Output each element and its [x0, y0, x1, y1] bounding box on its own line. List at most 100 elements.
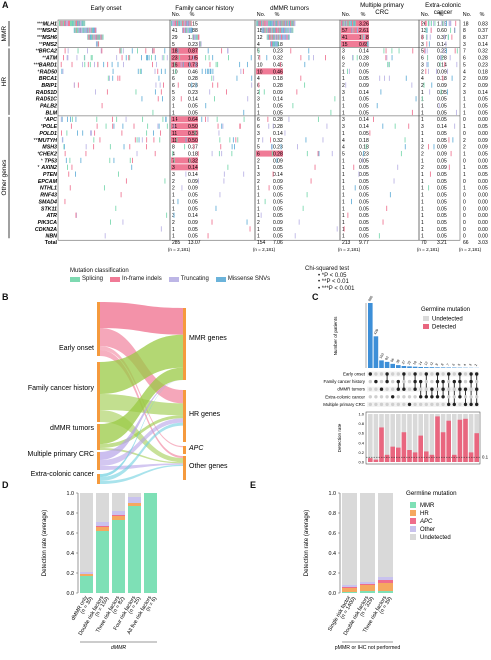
mutation-tick	[388, 75, 390, 81]
matrix-dot	[379, 372, 384, 376]
y-tick-label: 0.8	[67, 511, 75, 517]
gene-label: BARD1	[39, 62, 57, 68]
mutation-tick	[81, 20, 83, 27]
mutation-tick	[90, 27, 92, 33]
mutation-tick	[448, 34, 449, 40]
gene-label: PIK3CA	[38, 220, 58, 226]
mutation-tick	[426, 41, 428, 47]
count-cell: 1	[421, 158, 424, 164]
mutation-tick	[96, 41, 98, 47]
significance-stars: *	[44, 117, 46, 123]
mutation-tick	[293, 20, 295, 27]
matrix-dot	[463, 387, 468, 391]
mutation-tick	[260, 212, 262, 218]
mutation-tick	[85, 144, 87, 150]
percent-cell: 0.37	[437, 35, 447, 41]
percent-cell: 0.18	[359, 138, 369, 144]
sankey-left-label: Extra-colonic cancer	[31, 471, 95, 478]
sankey-flow	[100, 367, 183, 444]
percent-cell: 0.05	[273, 199, 283, 205]
percent-cell: 0.05	[359, 165, 369, 171]
percent-cell: 0.14	[188, 165, 198, 171]
mutation-tick	[87, 48, 88, 54]
upset-bar	[435, 367, 440, 368]
column-header: Extra-colonic	[425, 2, 461, 9]
count-cell: 6	[421, 56, 424, 62]
mutation-tick	[77, 20, 79, 27]
gene-label: MSH3	[42, 145, 57, 151]
matrix-dot	[469, 402, 473, 407]
count-cell: 3	[172, 172, 175, 178]
mutation-tick	[195, 82, 197, 88]
mutation-tick	[87, 34, 89, 40]
mutation-tick	[75, 27, 77, 33]
mutation-tick	[271, 20, 273, 27]
mutation-tick	[199, 41, 200, 47]
mutation-tick	[425, 20, 427, 27]
sample-size-label: (n = 2,181)	[417, 247, 440, 252]
y-tick-label: 0.8	[329, 511, 337, 517]
count-cell: 1	[172, 199, 175, 205]
mutation-tick	[70, 116, 72, 122]
mutation-tick	[60, 20, 62, 27]
mutation-tick	[259, 20, 261, 27]
mutation-tick	[273, 41, 275, 47]
mutation-tick	[79, 27, 81, 33]
gene-label: CHEK2	[39, 151, 57, 157]
mutation-tick	[427, 68, 429, 74]
mutation-tick	[294, 233, 296, 239]
mutation-tick	[354, 20, 356, 27]
mutation-tick	[69, 20, 71, 27]
mutation-tick	[282, 34, 284, 40]
percent-cell: 0.09	[437, 151, 447, 157]
bar-undetected	[360, 493, 375, 593]
mutation-tick	[341, 20, 342, 27]
mutation-tick	[271, 144, 273, 150]
mutation-tick	[120, 192, 122, 198]
mutation-tick	[212, 82, 214, 88]
mutation-tick	[74, 27, 76, 33]
count-cell: 1	[421, 227, 424, 233]
mutation-tick	[216, 116, 218, 122]
mutation-tick	[83, 27, 85, 33]
mutation-tick	[282, 20, 284, 27]
upset-bar	[384, 361, 390, 368]
mutation-tick	[186, 20, 188, 27]
sankey-node-left	[97, 424, 100, 450]
mutation-tick	[100, 34, 102, 40]
mutation-tick	[451, 34, 453, 40]
mutation-tick	[160, 89, 162, 95]
percent-cell: 0.46	[273, 62, 283, 68]
mutation-tick	[289, 27, 291, 33]
mutation-tick	[404, 137, 406, 143]
mutation-tick	[265, 20, 267, 27]
mutation-tick	[64, 198, 66, 205]
mutation-tick	[129, 55, 131, 61]
mutation-tick	[62, 20, 64, 27]
percent-cell: 0.14	[359, 49, 369, 55]
mutation-tick	[125, 55, 127, 61]
matrix-dot	[385, 379, 389, 384]
count-cell: 3	[172, 213, 175, 219]
mutation-tick	[82, 130, 84, 136]
mutation-tick	[88, 34, 90, 40]
mutation-tick	[268, 185, 270, 191]
mutation-tick	[196, 34, 198, 40]
mutation-tick	[444, 20, 446, 27]
percent-cell: 0.05	[359, 199, 369, 205]
col-no-header: No.	[257, 12, 265, 18]
percent-cell: 0.18	[359, 145, 369, 151]
mutation-tick	[276, 41, 277, 47]
count-cell: 3	[172, 97, 175, 103]
mutation-tick	[70, 20, 71, 27]
mutation-tick	[441, 55, 443, 61]
mutation-tick	[128, 55, 130, 61]
count-cell: 6	[257, 151, 260, 157]
percent-cell: 0.37	[188, 145, 198, 151]
mutation-tick	[151, 55, 152, 61]
count-cell: 1	[421, 234, 424, 240]
mutation-tick	[182, 20, 183, 27]
matrix-dot	[463, 395, 468, 399]
count-cell: 3	[257, 172, 260, 178]
mutation-tick	[391, 48, 393, 54]
